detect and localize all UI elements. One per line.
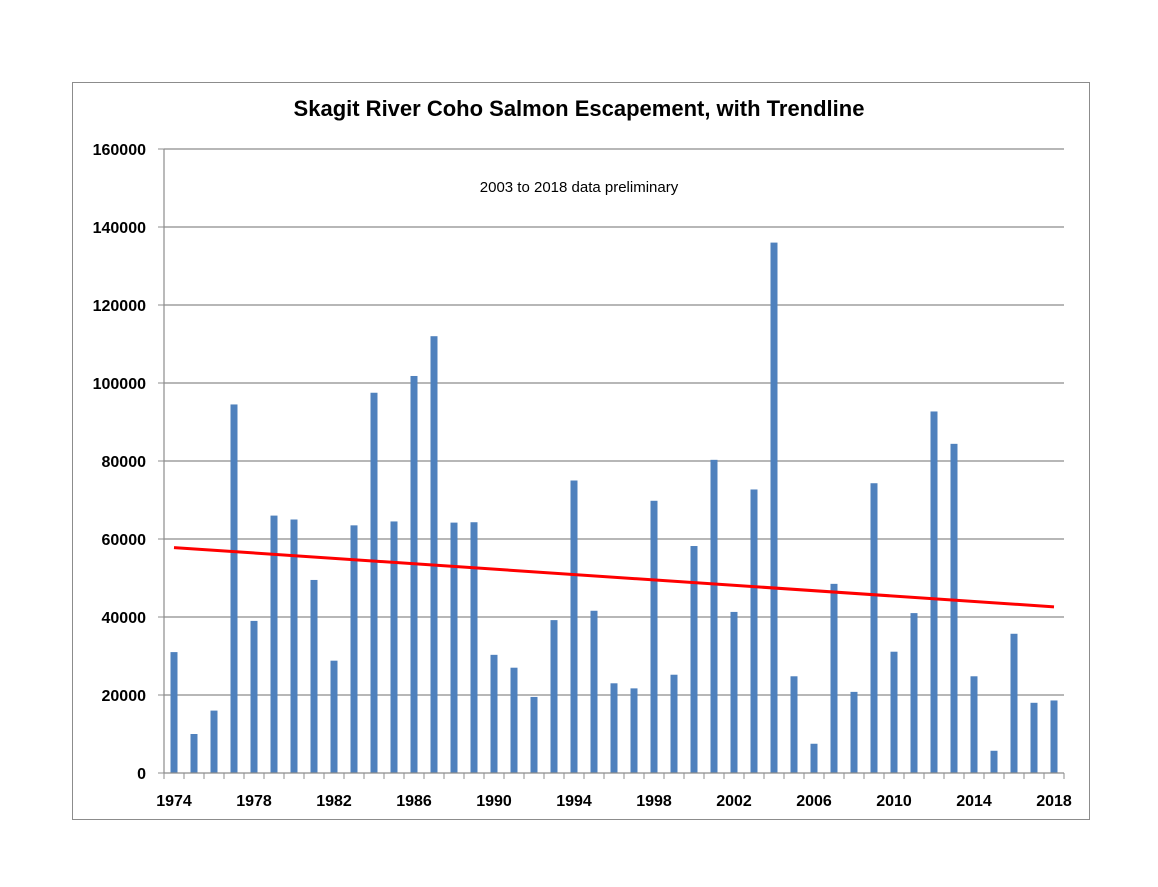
y-tick-label: 40000: [102, 610, 147, 627]
y-tick-label: 140000: [93, 220, 146, 237]
bar-1986: [410, 375, 418, 773]
bar-1998: [650, 500, 658, 773]
y-tick-label: 0: [137, 766, 146, 783]
bar-1999: [670, 674, 678, 773]
bar-2003: [750, 489, 758, 773]
y-tick-label: 160000: [93, 142, 146, 159]
bar-1996: [610, 683, 618, 773]
bar-1994: [570, 480, 578, 773]
bar-1977: [230, 404, 238, 773]
trendline-group: [173, 546, 1055, 609]
chart-frame: [72, 82, 1090, 820]
gridlines: [164, 148, 1064, 696]
bar-2006: [810, 743, 818, 773]
bar-1980: [290, 519, 298, 773]
x-tick-label: 1998: [636, 793, 672, 810]
x-tick-label: 1982: [316, 793, 352, 810]
bar-1989: [470, 522, 478, 773]
bar-2000: [690, 546, 698, 773]
bar-1990: [490, 654, 498, 773]
bar-2016: [1010, 633, 1018, 773]
x-tick-label: 1974: [156, 793, 192, 810]
x-tick-label: 1990: [476, 793, 512, 810]
bar-2007: [830, 583, 838, 773]
bar-2001: [710, 459, 718, 773]
bar-2018: [1050, 700, 1058, 773]
bar-2009: [870, 483, 878, 773]
y-tick-label: 120000: [93, 298, 146, 315]
bar-2011: [910, 613, 918, 773]
y-tick-label: 20000: [102, 688, 147, 705]
x-tick-label: 2002: [716, 793, 752, 810]
bar-2013: [950, 443, 958, 773]
bar-2012: [930, 411, 938, 773]
y-tick-label: 100000: [93, 376, 146, 393]
bar-2014: [970, 676, 978, 773]
bar-1987: [430, 336, 438, 773]
bar-1988: [450, 522, 458, 773]
y-tick-label: 80000: [102, 454, 147, 471]
y-tick-label: 60000: [102, 532, 147, 549]
bar-1991: [510, 667, 518, 773]
bar-1995: [590, 610, 598, 773]
bar-1992: [530, 696, 538, 773]
bar-1982: [330, 660, 338, 773]
bars: [170, 242, 1058, 774]
bar-2004: [770, 242, 778, 774]
bar-2002: [730, 611, 738, 773]
x-tick-label: 1986: [396, 793, 432, 810]
bar-1978: [250, 620, 258, 773]
chart-title: Skagit River Coho Salmon Escapement, wit…: [293, 96, 865, 121]
x-tick-label: 2014: [956, 793, 992, 810]
bar-1981: [310, 579, 318, 773]
trendline: [173, 546, 1055, 609]
bar-2010: [890, 651, 898, 773]
bar-1983: [350, 525, 358, 773]
x-tick-label: 1978: [236, 793, 272, 810]
bar-1985: [390, 521, 398, 773]
bar-2005: [790, 676, 798, 773]
axes: [158, 148, 1065, 779]
bar-1993: [550, 620, 558, 773]
tick-labels: 0 20000 40000 60000 80000 100000 120000 140000 1…: [93, 142, 1072, 810]
x-tick-label: 2010: [876, 793, 912, 810]
bar-1976: [210, 710, 218, 773]
bar-2017: [1030, 702, 1038, 773]
bar-2015: [990, 750, 998, 773]
bar-1974: [170, 652, 178, 773]
bar-1997: [630, 688, 638, 773]
chart-annotation: 2003 to 2018 data preliminary: [480, 179, 679, 196]
bar-1979: [270, 515, 278, 773]
bar-1984: [370, 392, 378, 773]
x-tick-label: 2018: [1036, 793, 1072, 810]
x-tick-label: 1994: [556, 793, 592, 810]
x-tick-label: 2006: [796, 793, 832, 810]
bar-1975: [190, 734, 198, 773]
bar-2008: [850, 691, 858, 773]
